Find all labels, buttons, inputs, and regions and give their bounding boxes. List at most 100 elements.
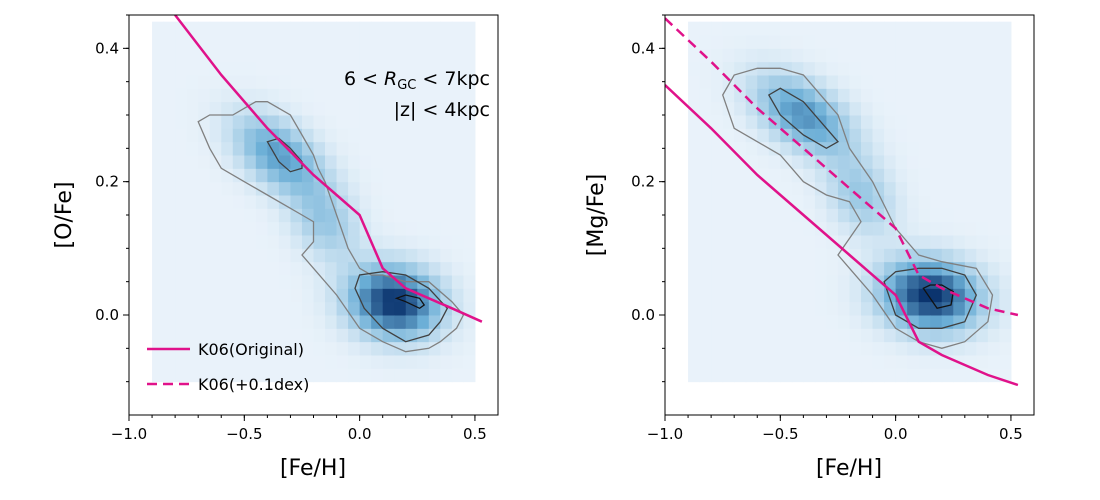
heatmap-cell — [941, 248, 954, 263]
heatmap-cell — [371, 301, 384, 316]
heatmap-cell — [428, 368, 441, 383]
heatmap-cell — [734, 141, 747, 156]
heatmap-cell — [837, 75, 850, 89]
heatmap-cell — [826, 115, 839, 129]
heatmap-cell — [964, 208, 977, 223]
heatmap-cell — [976, 75, 989, 89]
heatmap-cell — [278, 35, 291, 49]
heatmap-cell — [463, 168, 476, 183]
heatmap-cell — [336, 128, 349, 143]
heatmap-cell — [198, 315, 211, 329]
heatmap-cell — [987, 208, 1000, 223]
heatmap-cell — [895, 168, 908, 183]
heatmap-cell — [186, 221, 199, 236]
heatmap-cell — [359, 328, 372, 343]
heatmap-cell — [688, 35, 701, 49]
heatmap-cell — [325, 35, 338, 49]
heatmap-cell — [313, 221, 326, 236]
heatmap-cell — [371, 168, 384, 183]
heatmap-cell — [837, 221, 850, 236]
heatmap-cell — [907, 168, 920, 183]
heatmap-cell — [290, 21, 303, 36]
heatmap-cell — [918, 181, 931, 196]
heatmap-cell — [987, 315, 1000, 329]
heatmap-cell — [688, 195, 701, 209]
heatmap-cell — [255, 235, 268, 249]
heatmap-cell — [930, 48, 943, 63]
heatmap-cell — [964, 75, 977, 89]
heatmap-cell — [745, 235, 758, 249]
heatmap-cell — [348, 328, 361, 343]
heatmap-cell — [325, 88, 338, 103]
x-axis-label-left: [Fe/H] — [280, 456, 346, 481]
heatmap-cell — [290, 61, 303, 76]
heatmap-cell — [209, 88, 222, 103]
heatmap-cell — [918, 328, 931, 343]
heatmap-cell — [175, 275, 188, 289]
heatmap-cell — [895, 35, 908, 49]
heatmap-cell — [849, 368, 862, 383]
heatmap-cell — [175, 141, 188, 156]
heatmap-cell — [884, 328, 897, 343]
heatmap-cell — [313, 355, 326, 369]
heatmap-cell — [198, 115, 211, 129]
heatmap-cell — [405, 128, 418, 143]
heatmap-cell — [175, 168, 188, 183]
heatmap-cell — [999, 61, 1012, 76]
heatmap-cell — [930, 301, 943, 316]
heatmap-cell — [941, 88, 954, 103]
heatmap-cell — [394, 115, 407, 129]
heatmap-cell — [837, 275, 850, 289]
heatmap-cell — [826, 75, 839, 89]
heatmap-cell — [895, 355, 908, 369]
heatmap-cell — [861, 328, 874, 343]
heatmap-cell — [999, 195, 1012, 209]
heatmap-cell — [837, 208, 850, 223]
heatmap-cell — [987, 195, 1000, 209]
heatmap-cell — [382, 248, 395, 263]
heatmap-cell — [232, 61, 245, 76]
heatmap-cell — [463, 155, 476, 169]
heatmap-cell — [152, 368, 165, 383]
heatmap-cell — [780, 288, 793, 303]
heatmap-cell — [964, 61, 977, 76]
heatmap-cell — [451, 288, 464, 303]
heatmap-cell — [699, 248, 712, 263]
heatmap-cell — [267, 248, 280, 263]
heatmap-cell — [711, 301, 724, 316]
heatmap-cell — [348, 88, 361, 103]
heatmap-cell — [861, 21, 874, 36]
heatmap-cell — [803, 21, 816, 36]
heatmap-cell — [803, 181, 816, 196]
heatmap-cell — [837, 35, 850, 49]
heatmap-cell — [987, 21, 1000, 36]
heatmap-cell — [907, 195, 920, 209]
heatmap-cell — [688, 235, 701, 249]
heatmap-cell — [163, 248, 176, 263]
heatmap-cell — [907, 181, 920, 196]
heatmap-cell — [711, 21, 724, 36]
heatmap-cell — [999, 168, 1012, 183]
heatmap-cell — [186, 368, 199, 383]
heatmap-cell — [757, 288, 770, 303]
heatmap-cell — [301, 115, 314, 129]
heatmap-cell — [405, 88, 418, 103]
heatmap-cell — [428, 301, 441, 316]
heatmap-cell — [417, 48, 430, 63]
heatmap-cell — [175, 261, 188, 276]
heatmap-cell — [837, 261, 850, 276]
heatmap-cell — [405, 208, 418, 223]
heatmap-cell — [301, 288, 314, 303]
heatmap-cell — [417, 88, 430, 103]
heatmap-cell — [872, 355, 885, 369]
heatmap-cell — [987, 155, 1000, 169]
heatmap-cell — [451, 101, 464, 116]
heatmap-cell — [711, 35, 724, 49]
heatmap-cell — [861, 155, 874, 169]
heatmap-cell — [722, 235, 735, 249]
heatmap-cell — [440, 341, 453, 356]
heatmap-cell — [918, 368, 931, 383]
heatmap-cell — [930, 155, 943, 169]
heatmap-cell — [964, 101, 977, 116]
heatmap-cell — [278, 101, 291, 116]
